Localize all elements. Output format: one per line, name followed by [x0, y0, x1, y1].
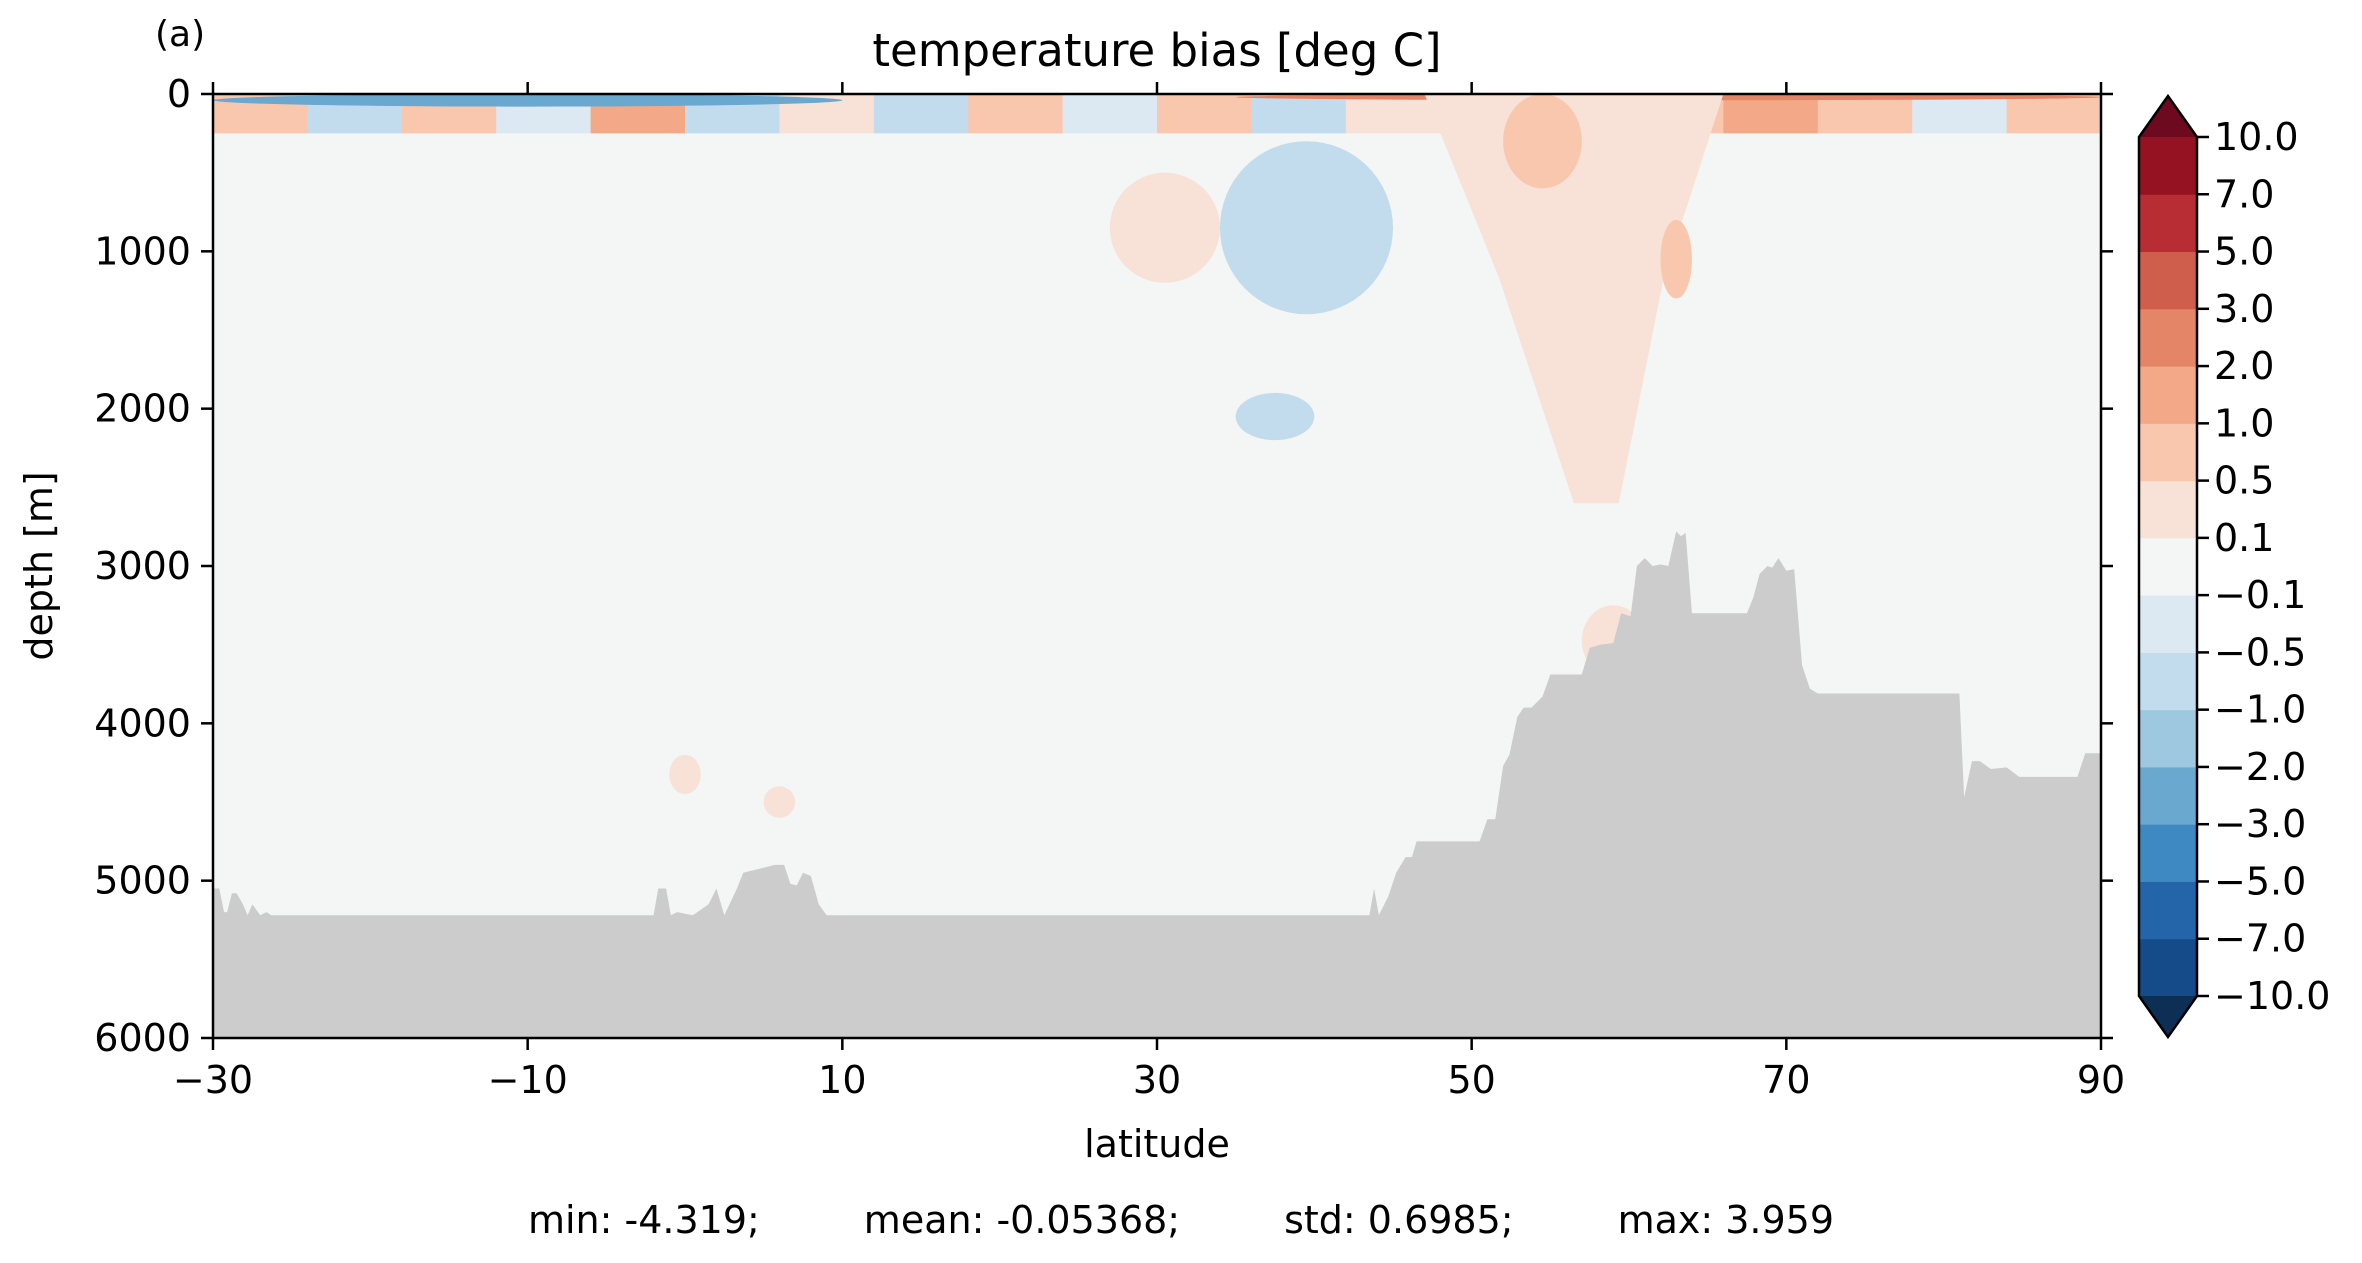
bathymetry-land [213, 531, 2101, 1038]
bias-patch [1723, 94, 1819, 134]
x-axis-label: latitude [1084, 1122, 1230, 1166]
colorbar: −10.0 −7.0 −5.0 −3.0 −2.0 −1.0 −0.5 −0.1 0.1 0.5 1… [2137, 93, 2330, 1040]
y-tick-label: 1000 [94, 229, 191, 273]
colorbar-band [2139, 652, 2197, 711]
colorbar-tick-label: 0.1 [2214, 516, 2274, 560]
bias-contours [213, 94, 2101, 818]
colorbar-tick-label: 7.0 [2214, 172, 2274, 216]
panel-label: (a) [155, 14, 205, 55]
x-tick-label: 30 [1133, 1058, 1181, 1102]
bias-patch [763, 786, 796, 818]
colorbar-band [2139, 824, 2197, 882]
colorbar-extend-high [2139, 96, 2197, 137]
colorbar-tick-label: −0.5 [2214, 630, 2306, 674]
colorbar-band [2139, 423, 2197, 482]
colorbar-band [2139, 938, 2197, 997]
colorbar-tick-label: 1.0 [2214, 401, 2274, 445]
colorbar-band [2139, 709, 2197, 768]
bias-patch [1219, 141, 1393, 315]
chart-title: temperature bias [deg C] [872, 24, 1441, 77]
bias-patch [968, 94, 1064, 134]
bias-patch [213, 94, 843, 107]
x-tick-label: 50 [1447, 1058, 1495, 1102]
y-axis-ticks: 0 1000 2000 3000 4000 5000 6000 [94, 72, 2113, 1060]
colorbar-band [2139, 537, 2197, 596]
bias-patch [1109, 172, 1220, 283]
colorbar-band [2139, 595, 2197, 653]
y-tick-label: 2000 [94, 387, 191, 431]
y-tick-label: 0 [167, 72, 191, 116]
stat-std: std: 0.6985; [1284, 1198, 1514, 1242]
y-tick-label: 5000 [94, 859, 191, 903]
colorbar-tick-label: −3.0 [2214, 802, 2306, 846]
bias-patch [1235, 392, 1315, 441]
colorbar-band [2139, 137, 2197, 195]
x-axis-ticks: −30 −10 10 30 50 70 90 [173, 82, 2125, 1102]
colorbar-tick-label: −2.0 [2214, 745, 2306, 789]
bias-patch [2006, 94, 2101, 134]
colorbar-band [2139, 194, 2197, 253]
stat-mean: mean: -0.05368; [863, 1198, 1181, 1242]
colorbar-band [2139, 366, 2197, 424]
summary-statistics: min: -4.319; mean: -0.05368; std: 0.6985; m… [0, 1198, 2362, 1242]
colorbar-band [2139, 251, 2197, 310]
bias-patch [1817, 94, 1914, 134]
bias-patch [1345, 94, 1442, 134]
stat-min: min: -4.319; [527, 1198, 760, 1242]
x-tick-label: −30 [173, 1058, 253, 1102]
y-tick-label: 6000 [94, 1016, 191, 1060]
x-tick-label: 10 [818, 1058, 866, 1102]
stat-max: max: 3.959 [1617, 1198, 1835, 1242]
colorbar-band [2139, 480, 2197, 539]
colorbar-tick-label: 10.0 [2214, 115, 2299, 159]
y-axis-label: depth [m] [17, 471, 61, 660]
bias-patch [1251, 94, 1347, 134]
bias-patch [1912, 94, 2008, 134]
bias-patch [1503, 94, 1582, 189]
colorbar-tick-label: 2.0 [2214, 344, 2274, 388]
colorbar-tick-label: 3.0 [2214, 287, 2274, 331]
colorbar-band [2139, 308, 2197, 367]
colorbar-tick-label: −0.1 [2214, 573, 2306, 617]
bias-patch [873, 94, 970, 134]
x-tick-label: 90 [2077, 1058, 2125, 1102]
plot-area [213, 94, 2101, 1038]
colorbar-tick-label: 5.0 [2214, 230, 2274, 274]
colorbar-band [2139, 881, 2197, 940]
colorbar-tick-label: −10.0 [2214, 974, 2330, 1018]
colorbar-extend-low [2139, 996, 2197, 1037]
temperature-bias-figure: (a) temperature bias [deg C] −30 −10 10 30 5… [17, 14, 2330, 1166]
x-tick-label: −10 [488, 1058, 568, 1102]
bias-patch [669, 754, 701, 795]
bias-patch [1424, 94, 1724, 504]
bias-patch [1157, 94, 1253, 134]
colorbar-tick-label: 0.5 [2214, 459, 2274, 503]
x-tick-label: 70 [1762, 1058, 1810, 1102]
colorbar-tick-label: −5.0 [2214, 859, 2306, 903]
y-tick-label: 3000 [94, 544, 191, 588]
y-tick-label: 4000 [94, 701, 191, 745]
bias-patch [1660, 219, 1692, 299]
colorbar-band [2139, 766, 2197, 825]
bias-patch [1062, 94, 1158, 134]
colorbar-tick-label: −1.0 [2214, 688, 2306, 732]
colorbar-tick-label: −7.0 [2214, 917, 2306, 961]
